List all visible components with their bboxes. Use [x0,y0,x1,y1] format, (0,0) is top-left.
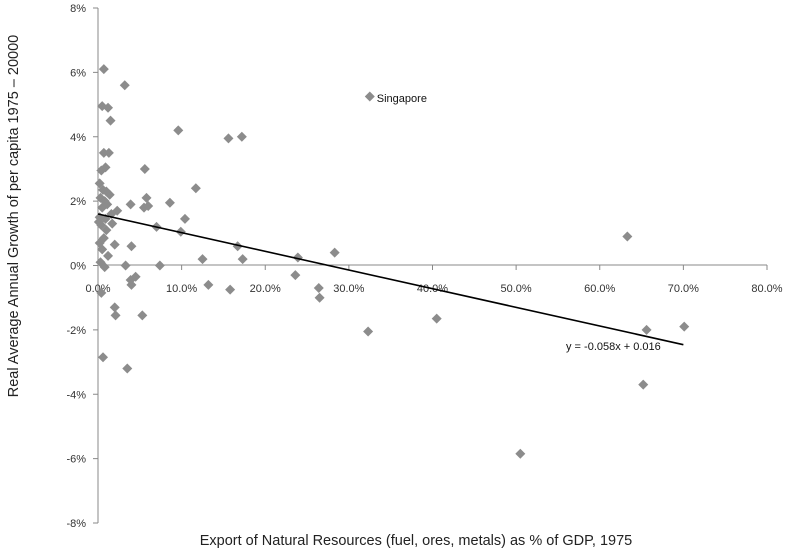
x-tick-label: 20.0% [250,283,281,295]
data-point [109,302,120,313]
y-tick-label: 0% [70,261,86,273]
y-tick-label: -6% [66,454,86,466]
data-point [679,321,690,332]
data-point [225,284,236,295]
data-point [190,183,201,194]
data-point [112,205,123,216]
data-point [126,241,137,252]
point-annotation: Singapore [377,93,427,105]
data-point [154,260,165,271]
y-tick-label: 4% [70,132,86,144]
data-point [126,279,137,290]
x-tick-label: 50.0% [501,283,532,295]
data-point [98,147,109,158]
x-axis-title: Export of Natural Resources (fuel, ores,… [200,533,633,548]
data-point [96,165,107,176]
data-point [97,244,108,255]
data-point [164,197,175,208]
x-tick-label: 70.0% [668,283,699,295]
data-point [329,247,340,258]
data-point [98,64,109,75]
data-point [237,254,248,265]
data-points [93,64,690,459]
data-point [638,379,649,390]
data-point [137,310,148,321]
x-tick-label: 80.0% [751,283,782,295]
data-point [236,131,247,142]
data-point [103,102,114,113]
data-point [203,279,214,290]
data-point [96,287,107,298]
data-point [515,448,526,459]
data-point [130,271,141,282]
data-point [93,217,104,228]
x-tick-label: 30.0% [333,283,364,295]
y-axis-title: Real Average Annual Growth of per capita… [6,35,22,398]
data-point [363,326,374,337]
y-tick-label: 6% [70,67,86,79]
data-point [197,254,208,265]
data-point [97,202,108,213]
y-tick-label: -8% [66,518,86,530]
trendline-group: y = -0.058x + 0.016 Singapore [97,93,684,353]
data-point [103,250,114,261]
data-point [313,283,324,294]
trendline-equation: y = -0.058x + 0.016 [566,341,661,353]
data-point [314,292,325,303]
data-point [99,262,110,273]
data-point [103,147,114,158]
data-point [223,133,234,144]
data-point [110,310,121,321]
data-point [641,324,652,335]
data-point [290,270,301,281]
data-point [109,239,120,250]
data-point [139,163,150,174]
y-tick-label: -2% [66,325,86,337]
data-point [141,192,152,203]
y-tick-label: 8% [70,3,86,15]
data-point [122,363,133,374]
data-point [98,352,109,363]
tick-labels: 8%6%4%2%0%-2%-4%-6%-8%0.0% 10.0% 20.0% 30.0… [66,3,782,530]
data-point [119,80,130,91]
data-point [105,115,116,126]
y-tick-label: -4% [66,389,86,401]
data-point [179,213,190,224]
data-point [125,199,136,210]
data-point [232,241,243,252]
data-point [120,260,131,271]
data-point [622,231,633,242]
data-point [431,313,442,324]
trendline [97,213,684,346]
x-tick-label: 10.0% [166,283,197,295]
data-point [107,218,118,229]
data-point [101,225,112,236]
y-tick-label: 2% [70,196,86,208]
data-point [104,189,115,200]
data-point [364,91,375,102]
data-point [173,125,184,136]
data-point [143,200,154,211]
x-tick-label: 60.0% [584,283,615,295]
